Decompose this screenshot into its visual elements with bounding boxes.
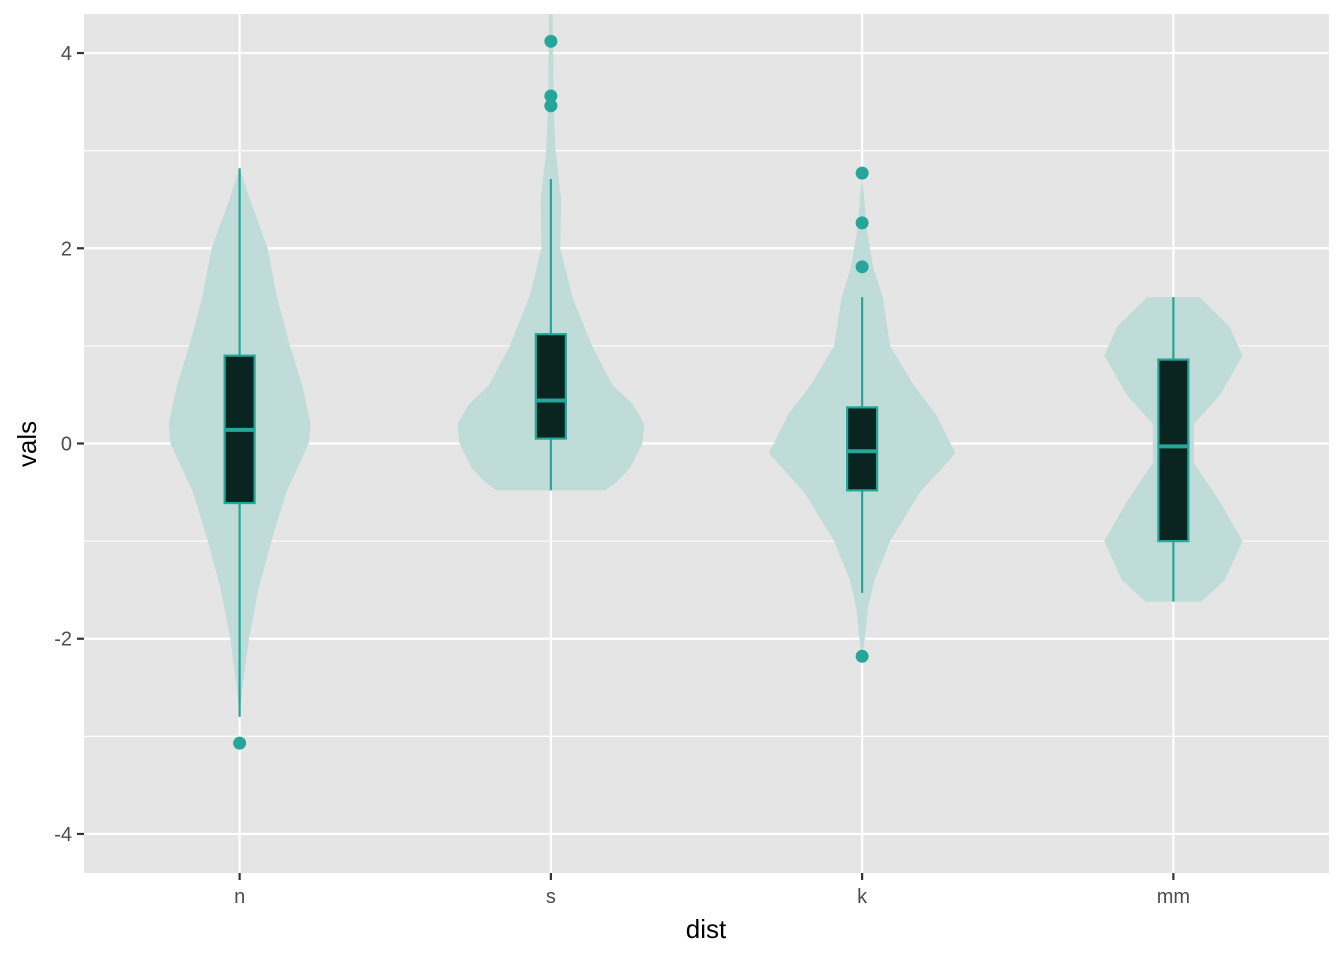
y-axis-title: vals xyxy=(12,421,42,467)
box-k xyxy=(846,406,879,492)
outlier-point xyxy=(544,89,558,103)
x-axis-title: dist xyxy=(686,914,727,944)
outlier-point xyxy=(544,34,558,48)
y-tick-label: 0 xyxy=(61,434,72,456)
outlier-point xyxy=(233,736,247,750)
x-tick-label: s xyxy=(546,886,556,908)
box-s xyxy=(534,333,567,440)
y-tick-label: -4 xyxy=(54,824,72,846)
outlier-point xyxy=(855,166,869,180)
y-tick-label: 2 xyxy=(61,238,72,260)
axes: -4 -2 0 2 4 n s k mm xyxy=(54,43,1190,908)
x-tick-label: n xyxy=(234,886,245,908)
y-tick-label: 4 xyxy=(61,43,72,65)
outlier-point xyxy=(855,649,869,663)
box-mm xyxy=(1157,358,1190,543)
x-tick-label: k xyxy=(857,886,868,908)
outlier-point xyxy=(855,216,869,230)
outlier-point xyxy=(544,99,558,113)
outlier-point xyxy=(855,260,869,274)
boxplots xyxy=(223,168,1190,717)
outliers xyxy=(233,34,869,750)
x-tick-label: mm xyxy=(1157,886,1190,908)
y-tick-label: -2 xyxy=(54,629,72,651)
